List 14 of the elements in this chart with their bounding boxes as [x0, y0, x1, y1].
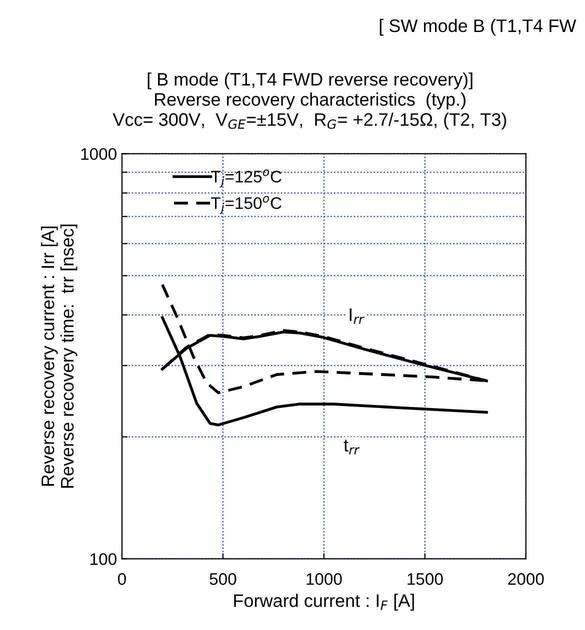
annotation: I$_{rr}$: [350, 308, 364, 324]
x-tick-label: 1000: [306, 573, 342, 585]
chart-title: [ SW mode B (T1,T4 FW: [380, 18, 576, 36]
x-tick-label: 500: [210, 573, 236, 585]
y-tick-label: 100: [90, 553, 116, 566]
chart-subtitle: [ B mode (T1,T4 FWD reverse recovery)] Reverse recovery characteristics (typ.) Vcc= 300V, V$_{GE}$=±15V, R$_{G}$= +2.7/-15Ω, (T2, T3): [112, 72, 506, 130]
x-tick-label: 2000: [508, 573, 544, 585]
x-tick-label: 0: [118, 573, 126, 585]
y-axis-title: Reverse recovery current : Irr [A] Reverse recovery time: trr [nsec]: [40, 224, 78, 488]
legend-label: T$_{j}$=150$^{o}$C: [211, 196, 282, 214]
annotation: t$_{rr}$: [344, 440, 360, 454]
x-axis-title: Forward current : I$_{F}$ [A]: [234, 594, 414, 611]
x-tick-label: 1500: [408, 573, 443, 585]
legend-label: T$_{j}$=125$^{o}$C: [211, 169, 282, 188]
